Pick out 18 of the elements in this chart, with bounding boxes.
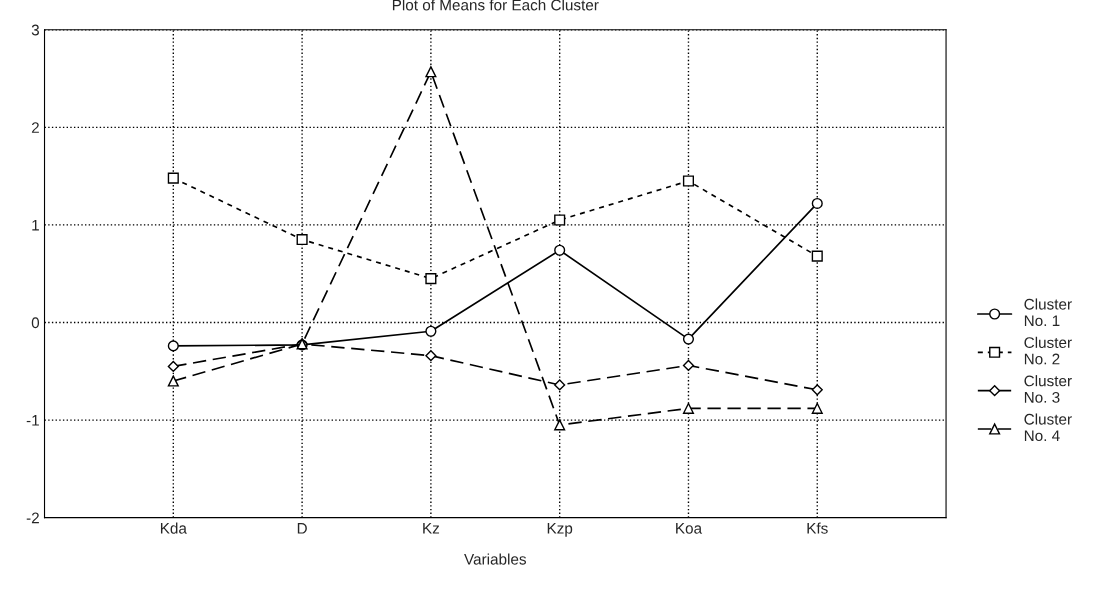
y-tick-label: 3 (31, 24, 39, 36)
y-tick-label: -1 (26, 415, 39, 426)
legend-label: Cluster No. 4 (1024, 413, 1072, 442)
x-tick-label: Kzp (547, 523, 573, 537)
y-tick-label: -2 (26, 512, 39, 524)
x-tick-label: D (297, 523, 307, 534)
legend-label: Cluster No. 1 (1024, 298, 1072, 327)
y-tick-label: 2 (31, 122, 39, 133)
x-axis-title: Variables (464, 553, 527, 565)
x-tick-label: Kda (160, 522, 187, 534)
legend-label: Cluster No. 3 (1024, 375, 1072, 403)
legend-label: Cluster No. 2 (1024, 336, 1072, 365)
y-tick-label: 1 (32, 219, 39, 231)
y-tick-label: 0 (31, 317, 40, 329)
chart-title: Plot of Means for Each Cluster (392, 0, 599, 11)
x-tick-label: Koa (676, 523, 703, 534)
x-tick-label: Kfs (807, 522, 828, 534)
x-tick-label: Kz (423, 523, 440, 534)
